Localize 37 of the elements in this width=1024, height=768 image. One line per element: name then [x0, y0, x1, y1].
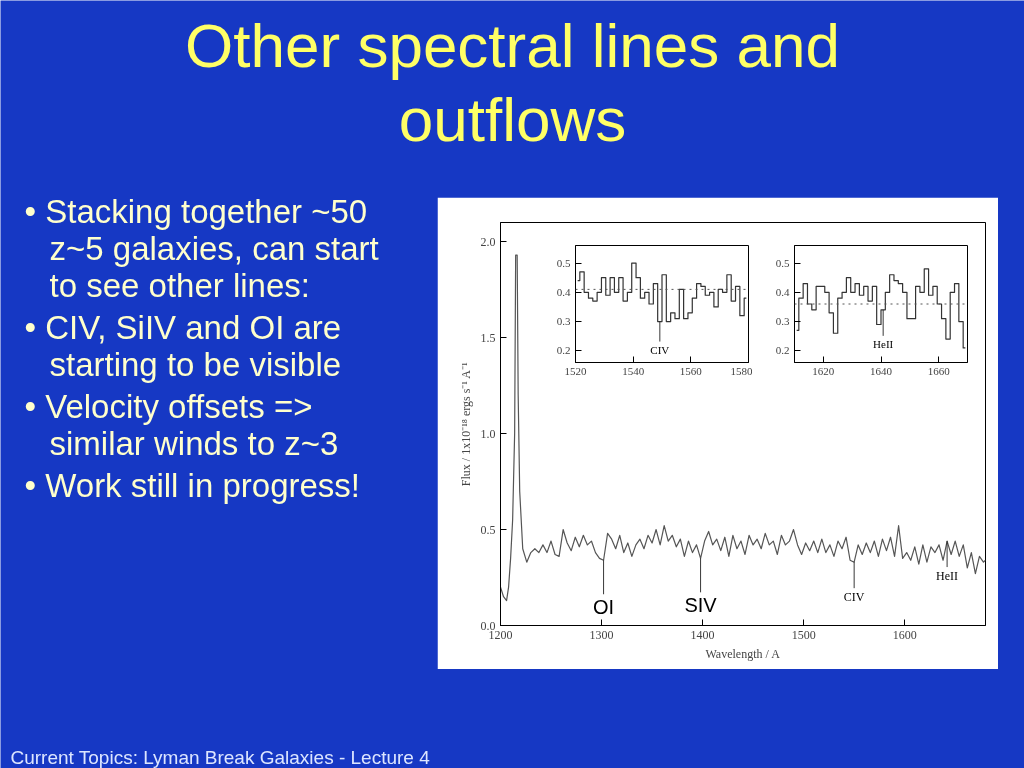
- y-tick-label: 0.2: [775, 344, 790, 357]
- text: Other spectral lines and outflows: [185, 10, 840, 154]
- y-tick-label: 0.2: [556, 344, 571, 357]
- x-tick-label: 1600: [892, 627, 917, 642]
- y-tick-label: 1.5: [480, 330, 496, 345]
- x-tick-label: 1640: [870, 364, 893, 377]
- x-axis-title: Wavelength / A: [705, 646, 781, 661]
- x-tick-label: 1660: [927, 364, 951, 377]
- annotation: SIV: [684, 594, 718, 617]
- y-tick-label: 0.4: [556, 285, 571, 298]
- y-tick-label: 2.0: [480, 234, 496, 249]
- y-tick-label: 0.5: [556, 256, 571, 269]
- text: Current Topics: Lyman Break Galaxies - Lecture 4: [10, 746, 431, 768]
- text: • CIV, SiIV and OI are starting to be visible: [24, 308, 342, 383]
- x-tick-label: 1540: [622, 364, 645, 377]
- y-tick-label: 0.4: [775, 285, 790, 298]
- text: • Stacking together ~50 z~5 galaxies, can start to see other lines:: [24, 192, 379, 304]
- annotation: OI: [593, 596, 615, 619]
- x-tick-label: 1560: [679, 364, 703, 377]
- y-tick-label: 0.5: [775, 256, 790, 269]
- text: • Velocity offsets => similar winds to z~3: [24, 387, 339, 462]
- y-axis-title: Flux / 1x10⁻¹⁸ ergs s⁻¹ A⁻¹: [458, 362, 473, 487]
- x-tick-label: 1580: [730, 364, 753, 377]
- annotation: CIV: [650, 343, 670, 356]
- x-tick-label: 1500: [791, 627, 816, 642]
- annotation: HeII: [936, 569, 959, 584]
- annotation: HeII: [873, 337, 894, 350]
- text: • Work still in progress!: [24, 466, 361, 504]
- y-tick-label: 1.0: [480, 426, 496, 441]
- y-tick-label: 0.3: [775, 315, 790, 328]
- x-tick-label: 1620: [812, 364, 835, 377]
- y-tick-label: 0.3: [556, 315, 571, 328]
- x-tick-label: 1520: [564, 364, 587, 377]
- y-tick-label: 0.5: [480, 522, 496, 537]
- x-tick-label: 1400: [690, 627, 715, 642]
- annotation: CIV: [843, 590, 865, 605]
- x-tick-label: 1300: [589, 627, 614, 642]
